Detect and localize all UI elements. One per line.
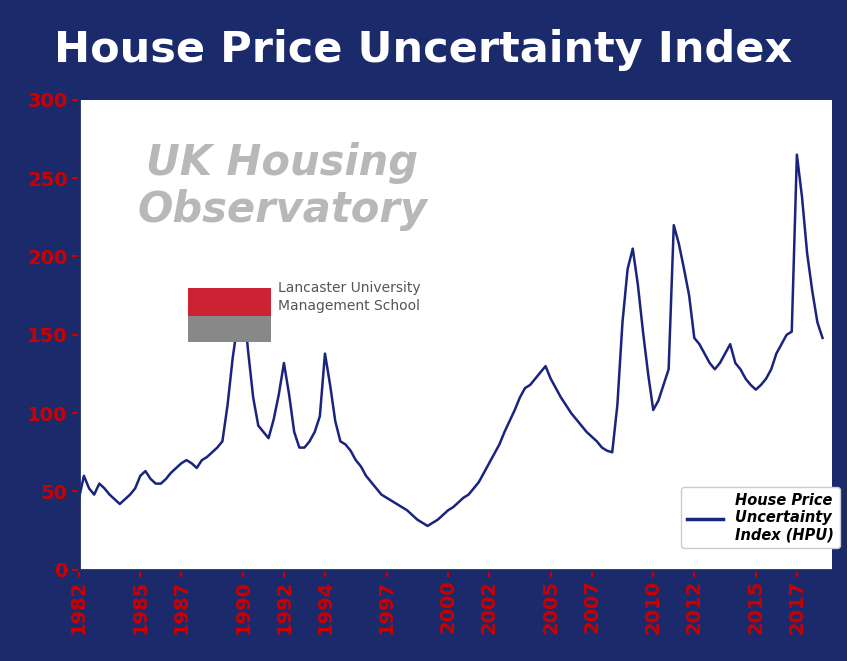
Legend: House Price
Uncertainty
Index (HPU): House Price Uncertainty Index (HPU)	[681, 487, 839, 549]
Text: Lancaster University
Management School: Lancaster University Management School	[279, 281, 421, 313]
Bar	[188, 316, 271, 342]
Bar	[188, 288, 271, 342]
Text: UK Housing
Observatory: UK Housing Observatory	[137, 142, 427, 231]
Text: House Price Uncertainty Index: House Price Uncertainty Index	[54, 29, 793, 71]
